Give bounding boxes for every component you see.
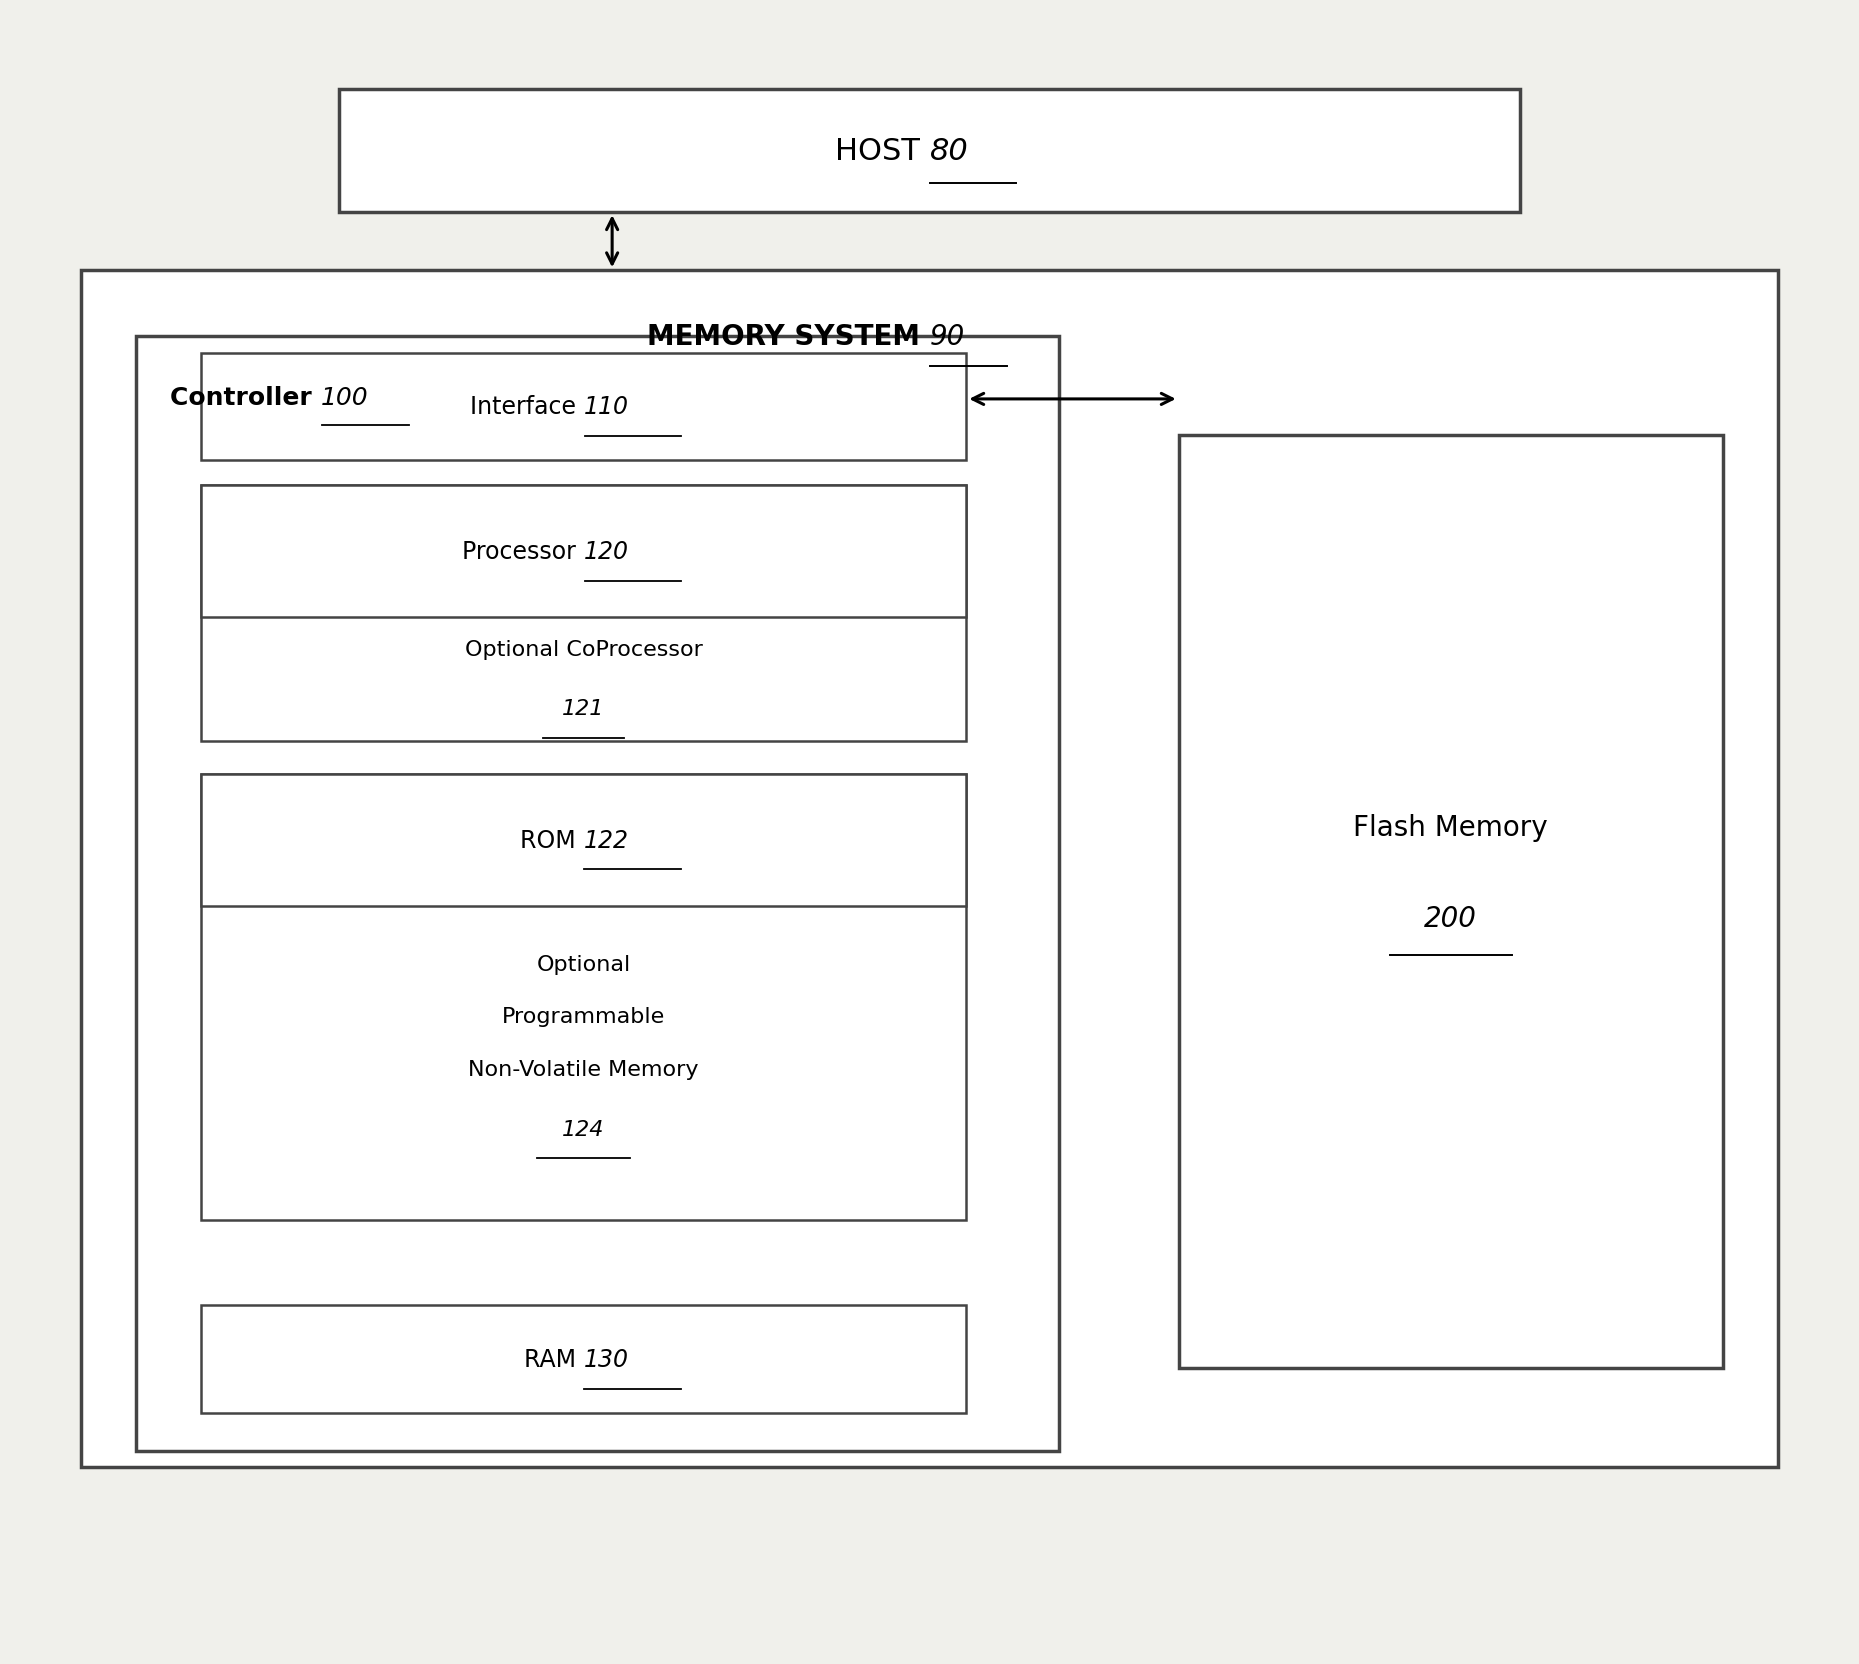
Bar bbox=[1179, 436, 1723, 1368]
Bar bbox=[338, 90, 1521, 213]
Text: 124: 124 bbox=[563, 1118, 604, 1140]
Text: Optional: Optional bbox=[537, 953, 630, 973]
Bar bbox=[136, 338, 1058, 1451]
Bar bbox=[80, 271, 1779, 1468]
Text: 200: 200 bbox=[1424, 905, 1478, 932]
Text: 120: 120 bbox=[584, 539, 628, 564]
Text: 122: 122 bbox=[584, 829, 628, 852]
Text: 100: 100 bbox=[320, 386, 368, 409]
Text: ROM: ROM bbox=[521, 829, 584, 852]
Text: 110: 110 bbox=[584, 394, 628, 419]
Text: Optional CoProcessor: Optional CoProcessor bbox=[465, 639, 703, 659]
Bar bbox=[201, 774, 967, 1220]
Bar bbox=[201, 774, 967, 907]
Bar bbox=[201, 353, 967, 461]
Text: HOST: HOST bbox=[835, 136, 930, 166]
Text: Non-Volatile Memory: Non-Volatile Memory bbox=[468, 1060, 699, 1080]
Text: Processor: Processor bbox=[463, 539, 584, 564]
Text: Flash Memory: Flash Memory bbox=[1353, 814, 1549, 842]
Bar bbox=[201, 1306, 967, 1413]
Text: Interface: Interface bbox=[470, 394, 584, 419]
Text: Controller: Controller bbox=[171, 386, 320, 409]
Text: RAM: RAM bbox=[524, 1348, 584, 1371]
Bar bbox=[201, 486, 967, 740]
Text: 80: 80 bbox=[930, 136, 969, 166]
Text: MEMORY SYSTEM: MEMORY SYSTEM bbox=[647, 323, 930, 351]
Text: 130: 130 bbox=[584, 1348, 628, 1371]
Text: Programmable: Programmable bbox=[502, 1007, 666, 1027]
Bar bbox=[201, 486, 967, 617]
Text: 121: 121 bbox=[563, 699, 604, 719]
Text: 90: 90 bbox=[930, 323, 965, 351]
